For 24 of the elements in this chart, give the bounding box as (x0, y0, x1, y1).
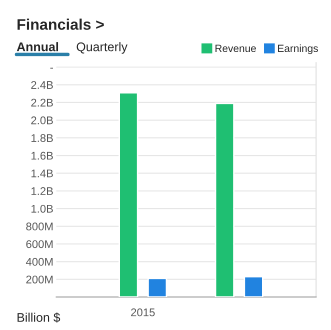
y-tick-label: 600M (26, 240, 53, 248)
y-tick-label: 1.4B (31, 170, 53, 178)
text: Billion $ (18, 312, 60, 323)
y-tick-label: 1.2B (31, 187, 53, 195)
y-tick-label: 1.8B (31, 134, 53, 142)
y-tick-label: - (50, 68, 53, 69)
x-tick-label: 2015 (131, 308, 155, 316)
text: Annual (16, 42, 58, 52)
y-tick-label: 2.4B (31, 81, 53, 89)
y-tick-label: 1.0B (31, 204, 53, 213)
legend-label: Earnings (278, 44, 318, 54)
text: Quarterly (76, 42, 128, 54)
chart-title: Financials > (18, 18, 104, 30)
y-tick-label: 200M (26, 276, 53, 284)
y-tick-label: 1.6B (31, 152, 53, 160)
bar (147, 278, 168, 297)
bar (214, 102, 235, 297)
y-tick-label: 400M (26, 258, 53, 266)
y-tick-label: 2.2B (31, 98, 53, 107)
y-tick-label: 2.0B (31, 116, 53, 124)
bar (244, 276, 264, 297)
bar (118, 92, 138, 297)
y-tick-label: 800M (26, 222, 53, 230)
legend-label: Revenue (216, 44, 256, 52)
